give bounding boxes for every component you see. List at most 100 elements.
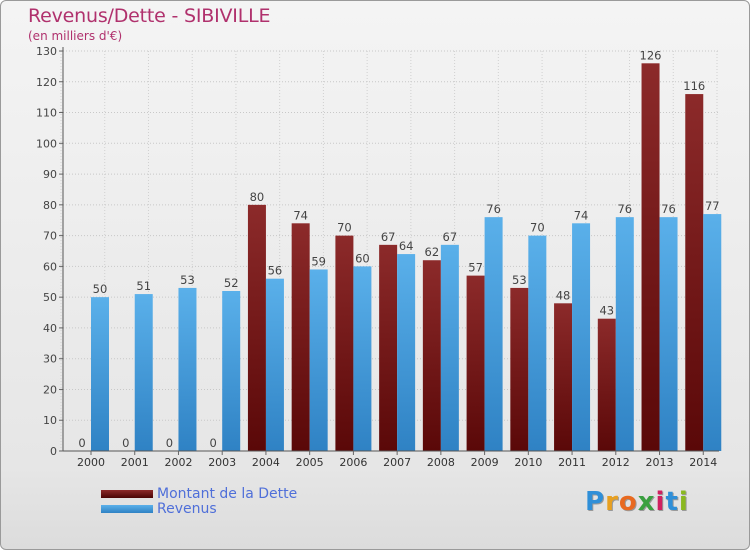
data-label-revenus: 60	[355, 251, 370, 265]
bar-revenus	[178, 287, 197, 451]
data-label-debt: 0	[78, 436, 85, 450]
y-tick-label: 100	[36, 137, 57, 150]
data-label-revenus: 74	[574, 208, 589, 222]
data-label-debt: 74	[293, 208, 308, 222]
logo-letter: P	[585, 487, 606, 517]
bar-revenus	[265, 278, 284, 451]
legend-swatch-debt	[101, 490, 153, 498]
data-label-revenus: 50	[93, 282, 108, 296]
legend-label-debt: Montant de la Dette	[157, 486, 298, 502]
data-label-revenus: 56	[268, 264, 283, 278]
bar-revenus	[659, 217, 678, 451]
logo-letter: o	[618, 487, 638, 517]
data-label-revenus: 51	[136, 279, 151, 293]
data-label-revenus: 76	[661, 202, 676, 216]
y-tick-label: 70	[43, 230, 57, 243]
x-tick-label: 2000	[77, 456, 105, 469]
data-label-revenus: 76	[486, 202, 501, 216]
chart-title: Revenus/Dette - SIBIVILLE	[28, 5, 271, 27]
data-label-revenus: 76	[617, 202, 632, 216]
bar-debt	[247, 204, 266, 451]
logo-letter: r	[605, 487, 619, 517]
bar-debt	[510, 287, 529, 451]
bar-debt	[466, 275, 485, 451]
data-label-debt: 116	[683, 79, 705, 93]
data-label-debt: 0	[122, 436, 129, 450]
data-label-debt: 67	[381, 230, 396, 244]
bar-debt	[554, 303, 573, 451]
y-tick-label: 90	[43, 168, 57, 181]
x-tick-label: 2002	[164, 456, 192, 469]
bar-revenus	[484, 217, 503, 451]
chart-subtitle: (en milliers d'€)	[28, 29, 123, 43]
y-tick-label: 60	[43, 260, 57, 273]
x-tick-label: 2014	[689, 456, 717, 469]
bar-revenus	[309, 269, 328, 451]
logo-letter: t	[665, 487, 679, 517]
data-label-debt: 53	[512, 273, 527, 287]
bar-debt	[685, 94, 704, 452]
bar-revenus	[440, 244, 459, 451]
bar-revenus	[397, 254, 416, 451]
bar-revenus	[222, 291, 241, 451]
y-tick-label: 30	[43, 353, 57, 366]
data-label-debt: 43	[599, 304, 614, 318]
data-label-debt: 70	[337, 221, 352, 235]
x-tick-label: 2005	[296, 456, 324, 469]
bar-revenus	[528, 235, 547, 451]
bar-revenus	[572, 223, 591, 451]
bar-debt	[422, 260, 441, 451]
y-tick-label: 40	[43, 322, 57, 335]
y-tick-label: 50	[43, 291, 57, 304]
bar-revenus	[703, 214, 722, 451]
legend-swatch-revenus	[101, 505, 153, 513]
data-label-revenus: 70	[530, 221, 545, 235]
logo-letter: i	[655, 487, 666, 517]
data-label-debt: 0	[210, 436, 217, 450]
bar-debt	[641, 63, 660, 452]
y-tick-label: 130	[36, 45, 57, 58]
x-tick-label: 2009	[471, 456, 499, 469]
y-tick-label: 120	[36, 76, 57, 89]
bar-debt	[379, 244, 398, 451]
logo-letter: i	[678, 487, 689, 517]
x-tick-label: 2006	[339, 456, 367, 469]
bar-revenus	[91, 297, 109, 451]
x-tick-label: 2013	[646, 456, 674, 469]
data-label-revenus: 64	[399, 239, 414, 253]
x-tick-label: 2008	[427, 456, 455, 469]
bar-debt	[291, 223, 310, 451]
data-label-revenus: 67	[443, 230, 458, 244]
data-label-debt: 57	[468, 261, 483, 275]
data-label-debt: 62	[425, 245, 440, 259]
data-label-revenus: 77	[705, 199, 720, 213]
bar-revenus	[134, 294, 153, 451]
data-label-debt: 80	[250, 190, 265, 204]
data-label-debt: 0	[166, 436, 173, 450]
data-label-revenus: 52	[224, 276, 239, 290]
axes: 0 10 20 30 40 50 60 70 80 90 100 110 120 130 2000 2001 2…	[36, 45, 719, 469]
x-tick-label: 2003	[208, 456, 236, 469]
y-tick-label: 10	[43, 414, 57, 427]
data-label-revenus: 59	[311, 254, 326, 268]
x-tick-label: 2007	[383, 456, 411, 469]
x-tick-label: 2010	[514, 456, 542, 469]
x-tick-label: 2001	[121, 456, 149, 469]
x-tick-label: 2012	[602, 456, 630, 469]
bar-debt	[335, 235, 354, 451]
y-tick-label: 0	[50, 445, 57, 458]
bars	[91, 63, 722, 452]
y-tick-label: 110	[36, 107, 57, 120]
y-tick-label: 20	[43, 383, 57, 396]
legend-label-revenus: Revenus	[157, 501, 217, 517]
bar-debt	[597, 318, 616, 451]
bar-revenus	[615, 217, 634, 451]
data-label-revenus: 53	[180, 273, 195, 287]
proxiti-logo: Proxiti	[585, 487, 689, 517]
data-label-debt: 48	[556, 288, 571, 302]
data-label-debt: 126	[640, 48, 662, 62]
x-tick-label: 2011	[558, 456, 586, 469]
